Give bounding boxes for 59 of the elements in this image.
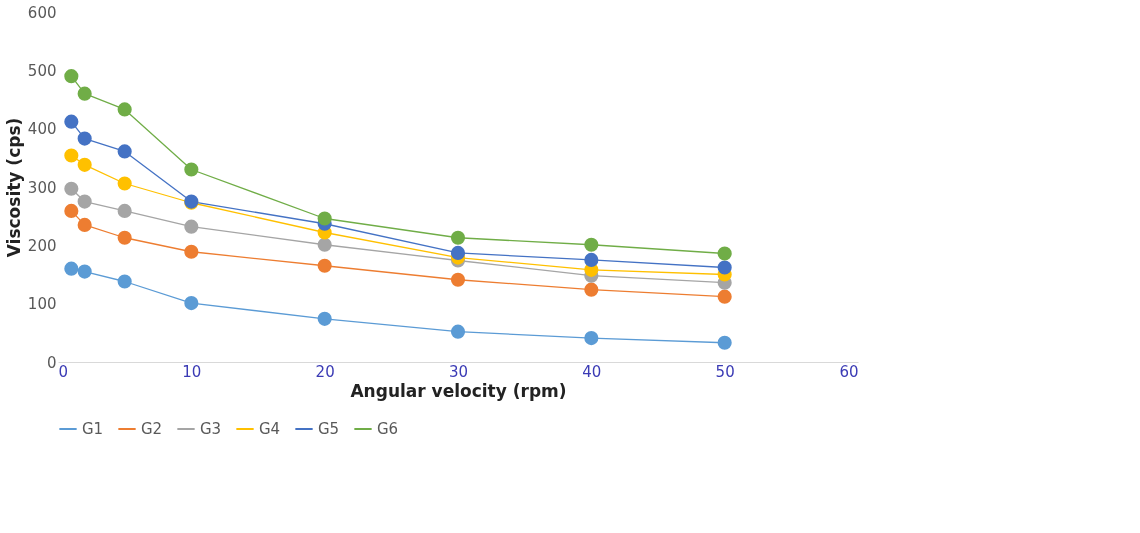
point: [64, 181, 79, 196]
y-tick-label: 400: [27, 120, 57, 139]
point: [64, 69, 79, 84]
legend-label: G6: [377, 420, 399, 438]
legend-label: G2: [141, 420, 163, 438]
point: [717, 246, 732, 261]
point: [450, 324, 466, 339]
y-axis-title: Viscosity (cps): [3, 117, 24, 258]
point: [317, 237, 332, 252]
x-tick-label: 40: [582, 362, 602, 381]
x-tick-label: 60: [839, 362, 859, 381]
legend-label: G5: [318, 420, 340, 438]
point: [117, 274, 132, 289]
x-tick-label: 20: [315, 362, 335, 381]
point: [717, 260, 732, 275]
point: [64, 203, 79, 218]
y-tick-label: 300: [27, 178, 57, 197]
point: [77, 157, 92, 172]
point: [64, 114, 79, 129]
point: [77, 194, 92, 209]
legend-label: G1: [82, 420, 104, 438]
point: [117, 203, 132, 218]
point: [584, 237, 599, 252]
y-tick-label: 200: [27, 236, 57, 255]
point: [64, 148, 79, 163]
point: [77, 264, 92, 279]
point: [184, 219, 199, 234]
point: [117, 144, 132, 159]
point: [184, 296, 199, 311]
point: [450, 230, 466, 245]
point: [77, 131, 92, 146]
point: [717, 289, 732, 304]
point: [117, 176, 132, 191]
point: [450, 245, 466, 260]
y-tick-label: 100: [27, 295, 57, 314]
point: [77, 86, 92, 101]
point: [77, 217, 92, 232]
x-tick-label: 0: [58, 362, 69, 381]
point: [117, 102, 132, 117]
x-axis-title: Angular velocity (rpm): [350, 380, 567, 401]
point: [450, 272, 466, 287]
point: [584, 252, 599, 267]
x-tick-label: 10: [182, 362, 202, 381]
y-tick-label: 500: [27, 61, 57, 80]
point: [317, 258, 332, 273]
point: [717, 335, 732, 350]
point: [317, 311, 332, 326]
y-tick-label: 600: [27, 3, 57, 22]
x-tick-label: 50: [715, 362, 735, 381]
point: [184, 244, 199, 259]
legend-label: G4: [259, 420, 281, 438]
legend-label: G3: [200, 420, 222, 438]
point: [584, 282, 599, 297]
point: [184, 162, 199, 177]
point: [317, 211, 332, 226]
point: [64, 261, 79, 276]
x-tick-label: 30: [448, 362, 469, 381]
point: [584, 331, 599, 346]
point: [117, 230, 132, 245]
